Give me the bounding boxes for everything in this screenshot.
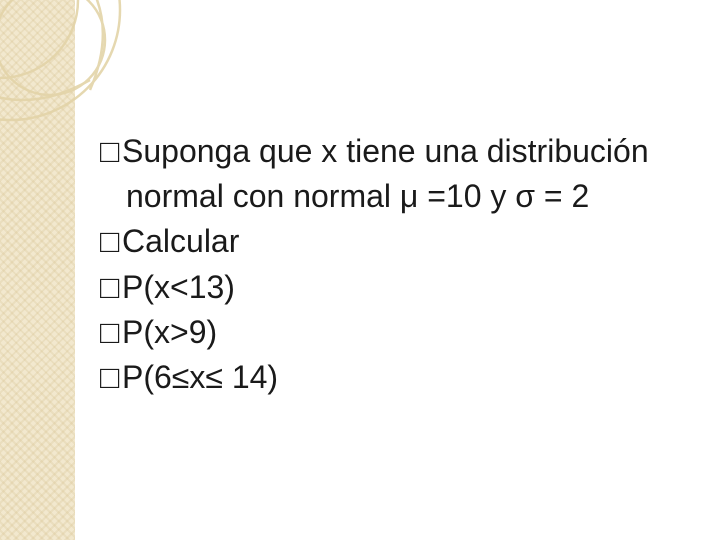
- bullet-icon: □: [100, 130, 122, 173]
- slide-content: □Suponga que x tiene una distribuciónnor…: [100, 130, 660, 401]
- bullet-icon: □: [100, 266, 122, 309]
- line-text: P(x>9): [122, 314, 217, 350]
- line-text: Calcular: [122, 223, 239, 259]
- text-line: □P(x<13): [100, 266, 660, 309]
- line-text: P(6≤x≤ 14): [122, 359, 278, 395]
- sidebar-pattern: [0, 0, 75, 540]
- bullet-icon: □: [100, 220, 122, 263]
- line-text: Suponga que x tiene una distribución: [122, 133, 649, 169]
- text-line: □Suponga que x tiene una distribución: [100, 130, 660, 173]
- bullet-icon: □: [100, 356, 122, 399]
- line-text: normal con normal μ =10 y σ = 2: [126, 178, 589, 214]
- text-line: □Calcular: [100, 220, 660, 263]
- text-line: normal con normal μ =10 y σ = 2: [100, 175, 660, 218]
- bullet-icon: □: [100, 311, 122, 354]
- line-text: P(x<13): [122, 269, 235, 305]
- text-line: □P(x>9): [100, 311, 660, 354]
- text-line: □P(6≤x≤ 14): [100, 356, 660, 399]
